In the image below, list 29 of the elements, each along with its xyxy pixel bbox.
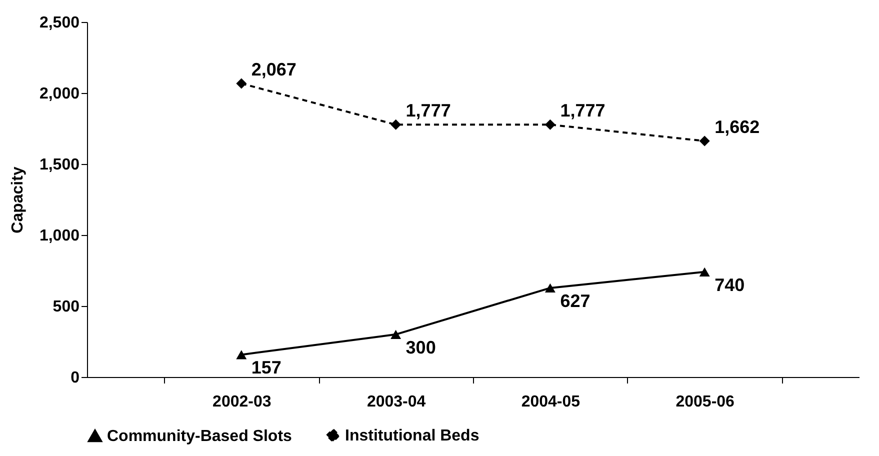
point bbox=[699, 136, 710, 146]
x-tick-label: 2003-04 bbox=[366, 394, 426, 410]
data-label: 740 bbox=[714, 274, 745, 295]
x-tick-label: 2002-03 bbox=[212, 394, 272, 410]
x-tick-label: 2005-06 bbox=[676, 394, 735, 410]
y-tick-label: 2,000 bbox=[39, 86, 80, 102]
x-tick-label: 2004-05 bbox=[521, 394, 580, 410]
y-tick-label: 1,000 bbox=[39, 228, 80, 244]
data-label: 300 bbox=[406, 337, 436, 358]
y-tick-label: 2,500 bbox=[39, 14, 80, 32]
legend-label: Community-Based Slots bbox=[107, 428, 292, 445]
y-tick-label: 500 bbox=[52, 298, 80, 316]
point bbox=[390, 330, 402, 339]
data-label: 157 bbox=[251, 358, 282, 378]
data-label: 2,067 bbox=[251, 59, 296, 80]
point bbox=[544, 283, 556, 293]
data-label: 1,777 bbox=[406, 100, 451, 121]
point bbox=[699, 267, 710, 276]
point bbox=[236, 350, 247, 360]
data-label: 1,777 bbox=[560, 100, 606, 121]
point bbox=[544, 119, 556, 130]
point bbox=[236, 78, 247, 89]
y-tick-label: 1,500 bbox=[39, 156, 80, 174]
data-label: 1,662 bbox=[714, 116, 760, 137]
y-tick-label: 0 bbox=[70, 370, 80, 386]
y-axis-title: Capacity bbox=[9, 166, 26, 234]
point bbox=[390, 119, 402, 130]
data-label: 627 bbox=[560, 290, 590, 311]
legend-label: Institutional Beds bbox=[345, 427, 480, 444]
